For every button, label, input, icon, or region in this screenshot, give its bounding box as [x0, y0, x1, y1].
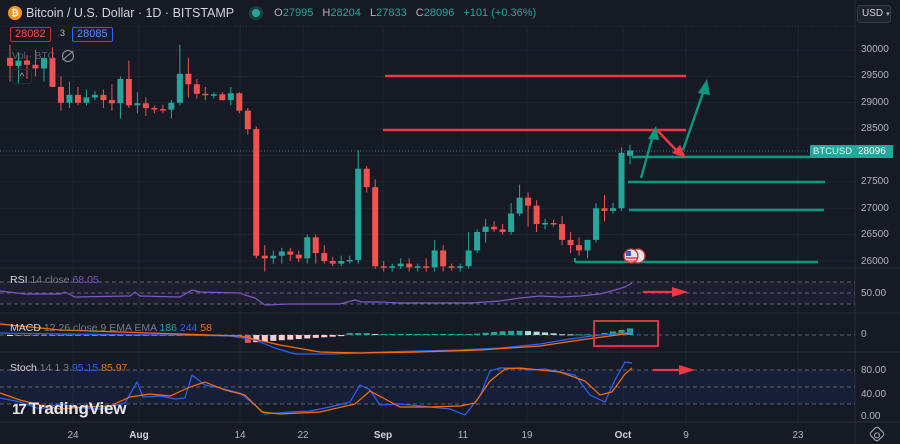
bitcoin-logo-icon: ₿ — [8, 6, 22, 20]
vertical-gridlines — [72, 26, 799, 422]
symbol-legend[interactable]: ₿ Bitcoin / U.S. Dollar · 1D · BITSTAMP … — [8, 6, 542, 20]
indicator-arrows[interactable] — [593, 287, 695, 375]
time-axis-label: Oct — [614, 430, 632, 441]
time-axis-label: 14 — [234, 430, 246, 441]
macd-highlight-box — [593, 320, 659, 347]
macd-legend[interactable]: MACD 12 26 close 9 EMA EMA 186 244 58 — [10, 322, 213, 334]
tradingview-logo[interactable]: 17 TradingView — [12, 399, 127, 418]
collapse-legend-button[interactable]: ^ — [12, 69, 32, 84]
time-axis-label: 24 — [67, 430, 79, 441]
sell-button[interactable]: 28082 — [10, 27, 51, 42]
stoch-d-line — [0, 367, 633, 415]
eye-hidden-icon[interactable] — [62, 50, 74, 62]
time-axis-label: 19 — [521, 430, 533, 441]
arrow-down-icon — [672, 145, 686, 158]
economic-event-flags[interactable] — [623, 248, 646, 264]
symbol-price-tag: BTCUSD — [810, 145, 856, 158]
price-change: +101 (+0.36%) — [463, 7, 537, 19]
time-axis-label: Sep — [373, 430, 393, 441]
chevron-down-icon: ▾ — [886, 11, 890, 18]
arrow-right-icon — [679, 365, 695, 375]
arrow-up-icon — [698, 79, 710, 95]
macd-signal-line — [0, 323, 633, 354]
time-axis-label: Aug — [129, 430, 149, 441]
rsi-axis-label: 50.00 — [861, 288, 887, 299]
time-axis-label: 9 — [683, 430, 689, 441]
tradingview-logo-icon: 17 — [12, 400, 27, 418]
rsi-legend[interactable]: RSI 14 close 68.05 — [10, 274, 99, 286]
currency-select[interactable]: USD ▾ — [857, 5, 891, 23]
time-axis-label: 11 — [457, 430, 469, 441]
arrow-right-icon — [672, 287, 688, 297]
resistance-lines[interactable] — [383, 74, 686, 132]
time-axis-label: 23 — [792, 430, 804, 441]
stoch-k-line — [0, 361, 633, 416]
last-price-tag: 28096 — [855, 145, 893, 158]
arrow-up-icon — [648, 126, 659, 140]
ohlc-values: O27995 H28204 L27833 C28096 +101 (+0.36%… — [274, 7, 537, 19]
spread-value: 3 — [60, 28, 66, 38]
horizontal-gridlines — [0, 49, 855, 262]
buy-button[interactable]: 28085 — [72, 27, 113, 42]
market-status-icon — [252, 9, 261, 17]
symbol-title[interactable]: Bitcoin / U.S. Dollar · 1D · BITSTAMP — [26, 6, 235, 20]
rsi-line — [0, 282, 633, 306]
support-lines[interactable] — [574, 155, 825, 264]
time-axis-label: 22 — [297, 430, 309, 441]
stoch-legend[interactable]: Stoch 14 1 3 95.15 85.97 — [10, 362, 128, 374]
candlestick-series — [7, 44, 633, 272]
trend-arrows[interactable] — [639, 79, 710, 179]
volume-legend[interactable]: Vol · BTC — [12, 51, 55, 62]
macd-axis-label: 0 — [861, 329, 867, 340]
